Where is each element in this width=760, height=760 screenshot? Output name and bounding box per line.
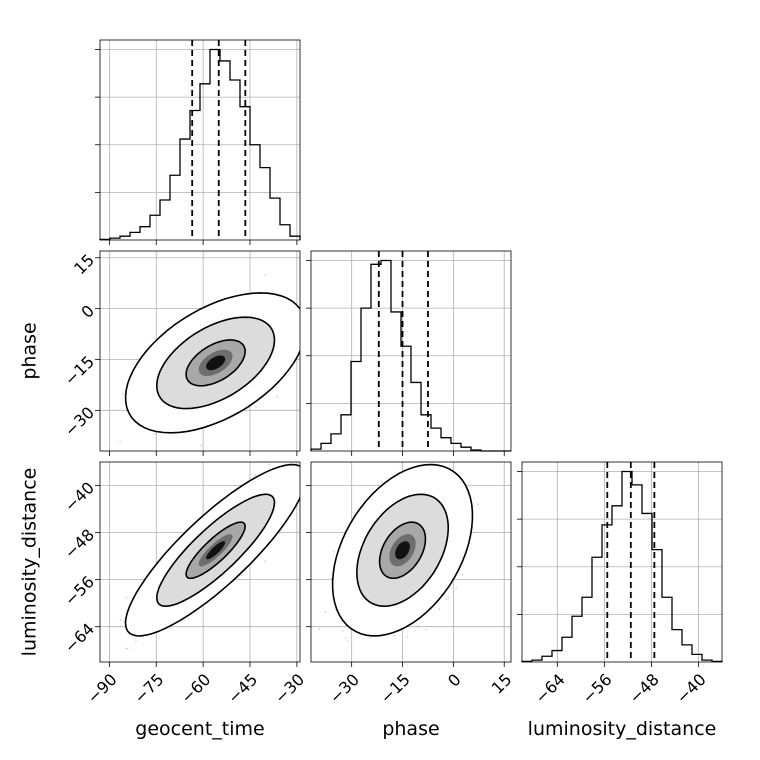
y-tick-label: −30 bbox=[61, 403, 98, 440]
scatter-point bbox=[324, 611, 327, 614]
scatter-point bbox=[169, 464, 171, 466]
scatter-point bbox=[121, 393, 124, 395]
histogram-step-line bbox=[310, 259, 511, 452]
histogram-phase bbox=[306, 250, 512, 456]
contour-line bbox=[155, 493, 276, 608]
panel-content bbox=[318, 463, 479, 642]
contour-line bbox=[185, 339, 246, 387]
scatter-point bbox=[381, 481, 383, 484]
scatter-point bbox=[199, 444, 202, 447]
scatter-point bbox=[254, 474, 256, 476]
scatter-point bbox=[445, 598, 448, 601]
scatter-point bbox=[305, 474, 307, 476]
scatter-point bbox=[447, 597, 450, 599]
x-tick-label: −40 bbox=[672, 670, 709, 707]
scatter-geocent_time-vs-phase: −30 −15 0 15 bbox=[61, 250, 306, 466]
scatter-point bbox=[263, 274, 266, 277]
y-axis-label-luminosity_distance: luminosity_distance bbox=[19, 468, 41, 657]
x-tick-label: 15 bbox=[488, 670, 516, 698]
scatter-point bbox=[304, 301, 306, 303]
x-axis-label-luminosity_distance: luminosity_distance bbox=[528, 718, 717, 740]
density-peak bbox=[206, 355, 226, 371]
scatter-point bbox=[135, 639, 137, 642]
scatter-point bbox=[301, 332, 303, 334]
scatter-point bbox=[346, 640, 349, 642]
contour-line bbox=[378, 521, 427, 580]
x-tick-label: −64 bbox=[531, 670, 568, 707]
scatter-point bbox=[154, 433, 157, 435]
scatter-point bbox=[333, 550, 336, 553]
y-tick-label: −64 bbox=[61, 619, 98, 656]
scatter-point bbox=[125, 596, 128, 599]
panel-content bbox=[119, 430, 324, 650]
contour-line bbox=[124, 292, 300, 434]
scatter-point bbox=[124, 647, 127, 650]
x-tick-label: 0 bbox=[444, 670, 465, 691]
x-axis-label-geocent_time: geocent_time bbox=[135, 718, 264, 740]
scatter-phase-vs-luminosity_distance: −30 −15 0 15 bbox=[306, 461, 516, 707]
scatter-point bbox=[341, 630, 344, 632]
scatter-point bbox=[369, 636, 371, 639]
scatter-point bbox=[461, 573, 464, 576]
y-tick-label: −15 bbox=[61, 352, 98, 389]
scatter-point bbox=[417, 625, 419, 628]
histogram-frame bbox=[99, 39, 301, 241]
scatter-point bbox=[455, 587, 458, 590]
scatter-point bbox=[276, 395, 279, 398]
contour-line bbox=[155, 316, 276, 410]
scatter-point bbox=[255, 406, 257, 408]
y-axis-label-phase: phase bbox=[19, 322, 41, 379]
histogram-frame bbox=[310, 250, 512, 452]
x-tick-label: −15 bbox=[377, 670, 414, 707]
histogram-geocent_time bbox=[95, 39, 301, 245]
x-tick-label: −56 bbox=[578, 670, 615, 707]
histogram-step-line bbox=[99, 48, 301, 241]
scatter-point bbox=[119, 619, 122, 622]
x-tick-label: −60 bbox=[177, 670, 214, 707]
scatter-point bbox=[268, 463, 271, 466]
scatter-geocent_time-vs-luminosity_distance: −90 −75 −60 −45 −30 −64 −56 −48 −40 bbox=[61, 430, 324, 707]
scatter-point bbox=[95, 399, 97, 401]
scatter-frame bbox=[99, 461, 301, 663]
scatter-point bbox=[476, 503, 479, 506]
scatter-point bbox=[240, 574, 243, 577]
y-tick-label: −56 bbox=[61, 572, 98, 609]
contour-line bbox=[331, 463, 474, 637]
x-tick-label: −75 bbox=[130, 670, 167, 707]
y-tick-label: 0 bbox=[77, 301, 98, 322]
scatter-point bbox=[393, 635, 395, 637]
x-axis-label-phase: phase bbox=[382, 718, 439, 740]
scatter-frame bbox=[310, 461, 512, 663]
density-peak bbox=[206, 541, 226, 560]
contour-line bbox=[124, 463, 300, 637]
scatter-point bbox=[123, 620, 125, 622]
scatter-point bbox=[322, 430, 324, 432]
x-tick-label: −48 bbox=[625, 670, 662, 707]
scatter-point bbox=[119, 441, 122, 443]
x-tick-label: −30 bbox=[271, 670, 308, 707]
scatter-point bbox=[344, 637, 347, 639]
scatter-point bbox=[304, 330, 306, 332]
histogram-luminosity_distance: −64 −56 −48 −40 bbox=[517, 461, 723, 707]
scatter-point bbox=[318, 628, 321, 631]
scatter-point bbox=[438, 608, 441, 610]
contour-line bbox=[356, 493, 449, 608]
contour-line bbox=[185, 521, 246, 580]
histogram-frame bbox=[521, 461, 723, 663]
scatter-point bbox=[126, 647, 129, 650]
scatter-point bbox=[263, 560, 266, 563]
scatter-point bbox=[406, 635, 409, 638]
x-tick-label: −90 bbox=[83, 670, 120, 707]
panel-content bbox=[95, 274, 306, 466]
scatter-point bbox=[425, 628, 427, 631]
x-tick-label: −30 bbox=[326, 670, 363, 707]
histogram-step-line bbox=[521, 470, 723, 663]
scatter-frame bbox=[99, 250, 301, 452]
y-tick-label: −48 bbox=[61, 525, 98, 562]
x-tick-label: −45 bbox=[224, 670, 261, 707]
y-tick-label: −40 bbox=[61, 478, 98, 515]
y-tick-label: 15 bbox=[70, 250, 98, 278]
density-peak bbox=[395, 541, 410, 560]
